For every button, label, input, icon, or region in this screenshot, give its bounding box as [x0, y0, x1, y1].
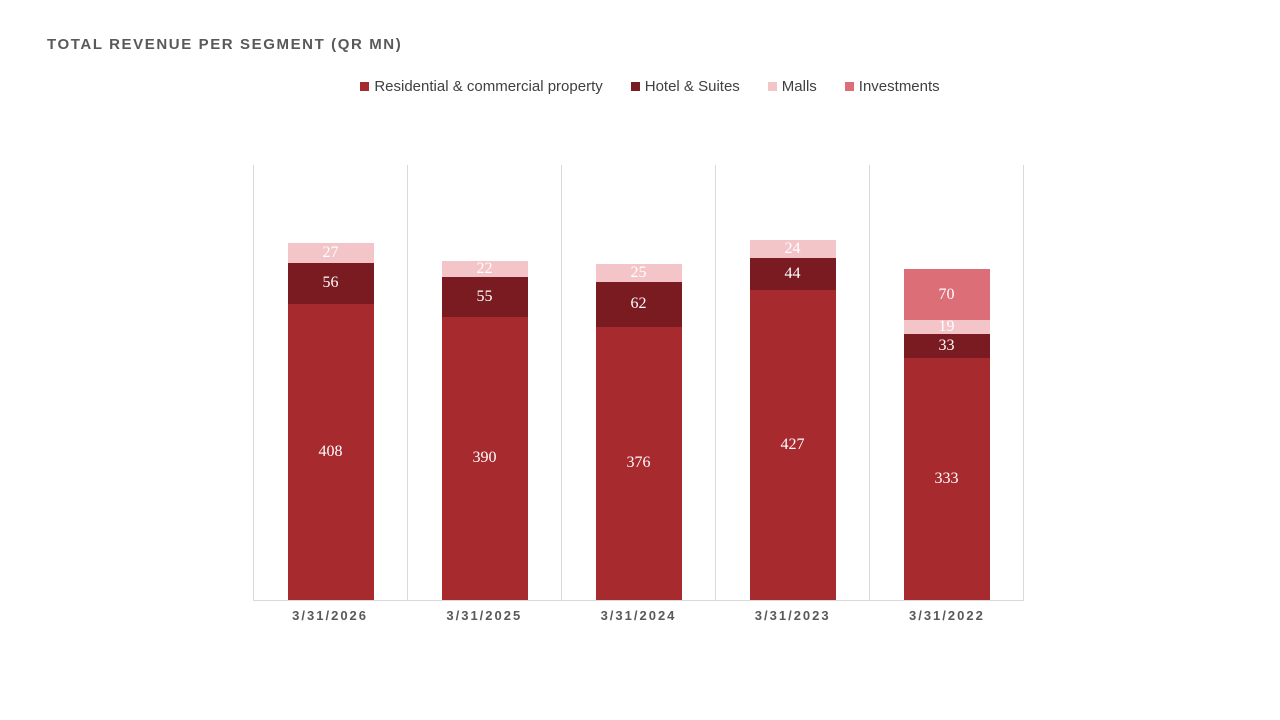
segment-value-label: 33 [938, 337, 955, 354]
segment-value-label: 25 [630, 263, 647, 281]
plot-area: 408 56 27 390 55 22 376 62 25 427 44 24 333 33 19 70 [253, 165, 1024, 601]
bar-segment[interactable]: 427 [749, 289, 836, 600]
x-axis-label: 3/31/2026 [292, 608, 369, 623]
bar-segment[interactable]: 22 [441, 259, 528, 277]
segment-value-label: 27 [322, 244, 339, 262]
segment-value-label: 427 [780, 435, 805, 453]
bar-segment[interactable]: 33 [903, 334, 990, 358]
segment-value-label: 390 [472, 449, 497, 467]
segment-value-label: 408 [318, 442, 343, 460]
bar-segment[interactable]: 408 [287, 303, 374, 600]
legend-label: Investments [858, 78, 940, 95]
segment-value-label: 333 [934, 470, 959, 487]
category-column: 376 62 25 [561, 165, 715, 600]
bar-stack[interactable]: 408 56 27 [287, 243, 374, 600]
segment-value-label: 70 [938, 285, 955, 303]
legend-marker-icon [360, 82, 370, 91]
legend-marker-icon [630, 82, 640, 91]
bar-stack[interactable]: 376 62 25 [595, 263, 682, 600]
legend-entry-3[interactable]: Investments [844, 78, 940, 95]
legend-label: Residential & commercial property [374, 78, 603, 95]
bar-segment[interactable]: 56 [287, 262, 374, 304]
x-axis-label: 3/31/2022 [908, 608, 985, 623]
x-axis-label: 3/31/2023 [754, 608, 831, 623]
bar-segment[interactable]: 390 [441, 316, 528, 600]
segment-value-label: 19 [938, 318, 955, 336]
bar-stack[interactable]: 427 44 24 [749, 240, 836, 600]
segment-value-label: 376 [626, 454, 651, 472]
bar-segment[interactable]: 55 [441, 276, 528, 317]
legend: Residential & commercial property Hotel &… [0, 78, 1280, 95]
legend-entry-1[interactable]: Hotel & Suites [630, 78, 740, 95]
segment-value-label: 62 [630, 295, 647, 313]
legend-label: Malls [781, 78, 817, 95]
bar-segment[interactable]: 333 [903, 358, 990, 600]
bar-segment[interactable]: 62 [595, 281, 682, 327]
segment-value-label: 55 [476, 287, 493, 305]
x-axis-label: 3/31/2024 [600, 608, 677, 623]
legend-marker-icon [844, 82, 854, 91]
chart-title: TOTAL REVENUE PER SEGMENT (QR MN) [47, 36, 403, 53]
legend-label: Hotel & Suites [644, 78, 740, 95]
bar-segment[interactable]: 70 [903, 269, 990, 321]
bar-segment[interactable]: 24 [749, 240, 836, 258]
bar-segment[interactable]: 376 [595, 326, 682, 600]
segment-value-label: 56 [322, 274, 339, 292]
bar-segment[interactable]: 25 [595, 263, 682, 282]
legend-entry-2[interactable]: Malls [767, 78, 817, 95]
bar-stack[interactable]: 333 33 19 70 [903, 269, 990, 600]
x-axis-labels: 3/31/2026 3/31/2025 3/31/2024 3/31/2023 3/31… [253, 608, 1024, 623]
x-axis-label: 3/31/2025 [446, 608, 523, 623]
bar-segment[interactable]: 27 [287, 243, 374, 263]
segment-value-label: 22 [476, 259, 493, 277]
legend-marker-icon [767, 82, 777, 91]
category-column: 408 56 27 [253, 165, 407, 600]
category-column: 390 55 22 [407, 165, 561, 600]
bar-stack[interactable]: 390 55 22 [441, 259, 528, 600]
bar-segment[interactable]: 19 [903, 318, 990, 336]
segment-value-label: 44 [784, 264, 801, 282]
legend-entry-0[interactable]: Residential & commercial property [360, 78, 603, 95]
category-column: 427 44 24 [715, 165, 869, 600]
segment-value-label: 24 [784, 240, 801, 257]
bar-segment[interactable]: 44 [749, 257, 836, 290]
category-column: 333 33 19 70 [869, 165, 1023, 600]
